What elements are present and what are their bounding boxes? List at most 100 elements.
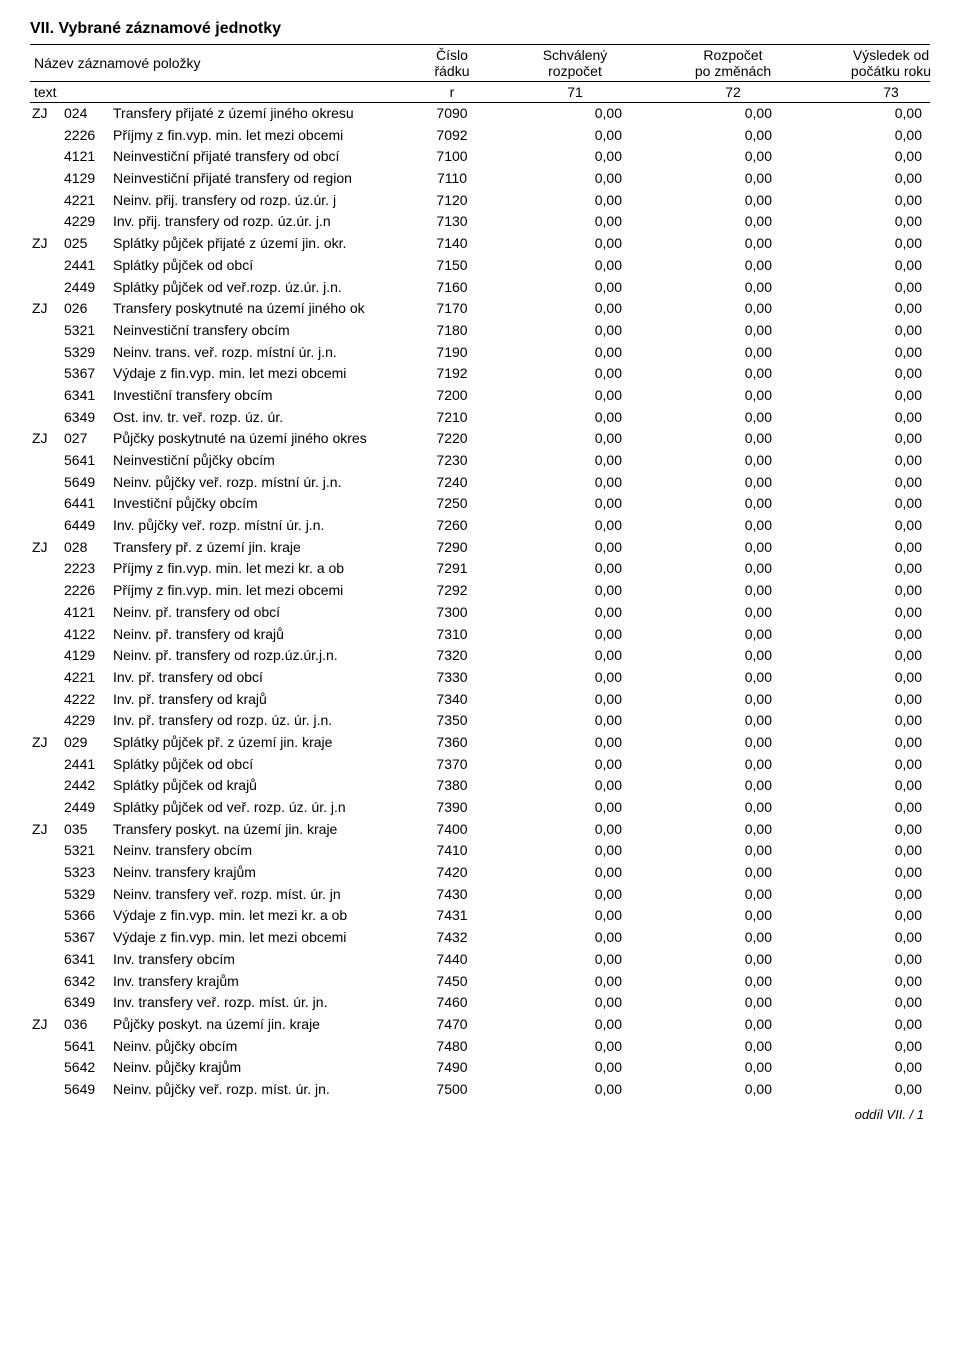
row-code: 027 (62, 428, 111, 450)
row-prefix: ZJ (30, 428, 62, 450)
row-value-71: 0,00 (492, 450, 642, 472)
row-value-73: 0,00 (792, 971, 942, 993)
header-col71: Schválený rozpočet (496, 45, 654, 81)
row-value-71: 0,00 (492, 558, 642, 580)
row-prefix (30, 450, 62, 472)
row-description: Výdaje z fin.vyp. min. let mezi obcemi (111, 363, 412, 385)
row-value-73: 0,00 (792, 927, 942, 949)
table-row: 5366Výdaje z fin.vyp. min. let mezi kr. … (30, 905, 930, 927)
row-code: 5649 (62, 1079, 111, 1101)
row-prefix (30, 385, 62, 407)
header-rnum-l2: řádku (434, 63, 469, 79)
row-value-72: 0,00 (642, 168, 792, 190)
row-number: 7100 (412, 146, 492, 168)
row-prefix (30, 797, 62, 819)
row-number: 7092 (412, 125, 492, 147)
table-row: 5642Neinv. půjčky krajům74900,000,000,00 (30, 1057, 930, 1079)
row-prefix: ZJ (30, 298, 62, 320)
row-description: Splátky půjček od obcí (111, 754, 412, 776)
row-value-71: 0,00 (492, 971, 642, 993)
row-description: Výdaje z fin.vyp. min. let mezi kr. a ob (111, 905, 412, 927)
row-value-71: 0,00 (492, 515, 642, 537)
row-number: 7190 (412, 342, 492, 364)
row-value-71: 0,00 (492, 927, 642, 949)
row-value-73: 0,00 (792, 754, 942, 776)
row-description: Neinv. transfery veř. rozp. míst. úr. jn (111, 884, 412, 906)
row-number: 7200 (412, 385, 492, 407)
table-row: 4229Inv. př. transfery od rozp. úz. úr. … (30, 710, 930, 732)
row-code: 5367 (62, 927, 111, 949)
row-description: Neinvestiční transfery obcím (111, 320, 412, 342)
row-code: 2449 (62, 277, 111, 299)
row-value-73: 0,00 (792, 905, 942, 927)
subheader-r: r (408, 82, 496, 102)
row-value-73: 0,00 (792, 819, 942, 841)
row-description: Výdaje z fin.vyp. min. let mezi obcemi (111, 927, 412, 949)
row-number: 7390 (412, 797, 492, 819)
row-number: 7350 (412, 710, 492, 732)
row-number: 7170 (412, 298, 492, 320)
row-number: 7290 (412, 537, 492, 559)
row-value-72: 0,00 (642, 971, 792, 993)
row-number: 7180 (412, 320, 492, 342)
row-number: 7090 (412, 103, 492, 125)
row-prefix (30, 624, 62, 646)
row-value-71: 0,00 (492, 428, 642, 450)
row-code: 6349 (62, 407, 111, 429)
row-code: 4229 (62, 710, 111, 732)
row-code: 5329 (62, 884, 111, 906)
row-prefix: ZJ (30, 537, 62, 559)
row-code: 6342 (62, 971, 111, 993)
header-name: Název záznamové položky (30, 45, 408, 81)
row-value-73: 0,00 (792, 689, 942, 711)
table-subheader: text r 71 72 73 (30, 82, 930, 103)
row-value-71: 0,00 (492, 645, 642, 667)
row-value-73: 0,00 (792, 992, 942, 1014)
row-description: Neinv. př. transfery od obcí (111, 602, 412, 624)
row-number: 7110 (412, 168, 492, 190)
row-value-71: 0,00 (492, 103, 642, 125)
row-value-71: 0,00 (492, 797, 642, 819)
row-value-72: 0,00 (642, 624, 792, 646)
row-value-73: 0,00 (792, 320, 942, 342)
row-code: 4129 (62, 645, 111, 667)
row-number: 7120 (412, 190, 492, 212)
row-description: Neinv. transfery krajům (111, 862, 412, 884)
row-code: 4121 (62, 146, 111, 168)
row-value-73: 0,00 (792, 949, 942, 971)
row-value-71: 0,00 (492, 493, 642, 515)
row-value-72: 0,00 (642, 927, 792, 949)
row-value-71: 0,00 (492, 255, 642, 277)
table-row: 6349Ost. inv. tr. veř. rozp. úz. úr.7210… (30, 407, 930, 429)
row-number: 7220 (412, 428, 492, 450)
row-description: Neinv. trans. veř. rozp. místní úr. j.n. (111, 342, 412, 364)
row-number: 7260 (412, 515, 492, 537)
row-value-71: 0,00 (492, 624, 642, 646)
row-code: 4129 (62, 168, 111, 190)
row-value-72: 0,00 (642, 645, 792, 667)
row-prefix (30, 342, 62, 364)
row-number: 7370 (412, 754, 492, 776)
row-prefix (30, 667, 62, 689)
row-prefix (30, 840, 62, 862)
table-row: ZJ026Transfery poskytnuté na území jinéh… (30, 298, 930, 320)
row-description: Inv. transfery obcím (111, 949, 412, 971)
row-prefix (30, 515, 62, 537)
row-code: 5321 (62, 840, 111, 862)
row-value-71: 0,00 (492, 905, 642, 927)
table-row: 4121Neinv. př. transfery od obcí73000,00… (30, 602, 930, 624)
row-prefix (30, 602, 62, 624)
row-code: 028 (62, 537, 111, 559)
row-number: 7192 (412, 363, 492, 385)
row-value-73: 0,00 (792, 1079, 942, 1101)
row-number: 7480 (412, 1036, 492, 1058)
row-prefix (30, 645, 62, 667)
row-description: Neinv. přij. transfery od rozp. úz.úr. j (111, 190, 412, 212)
row-description: Inv. př. transfery od obcí (111, 667, 412, 689)
row-code: 2226 (62, 125, 111, 147)
row-code: 5323 (62, 862, 111, 884)
table-row: 5367Výdaje z fin.vyp. min. let mezi obce… (30, 363, 930, 385)
row-code: 5367 (62, 363, 111, 385)
table-row: 4221Neinv. přij. transfery od rozp. úz.ú… (30, 190, 930, 212)
row-description: Inv. př. transfery od rozp. úz. úr. j.n. (111, 710, 412, 732)
